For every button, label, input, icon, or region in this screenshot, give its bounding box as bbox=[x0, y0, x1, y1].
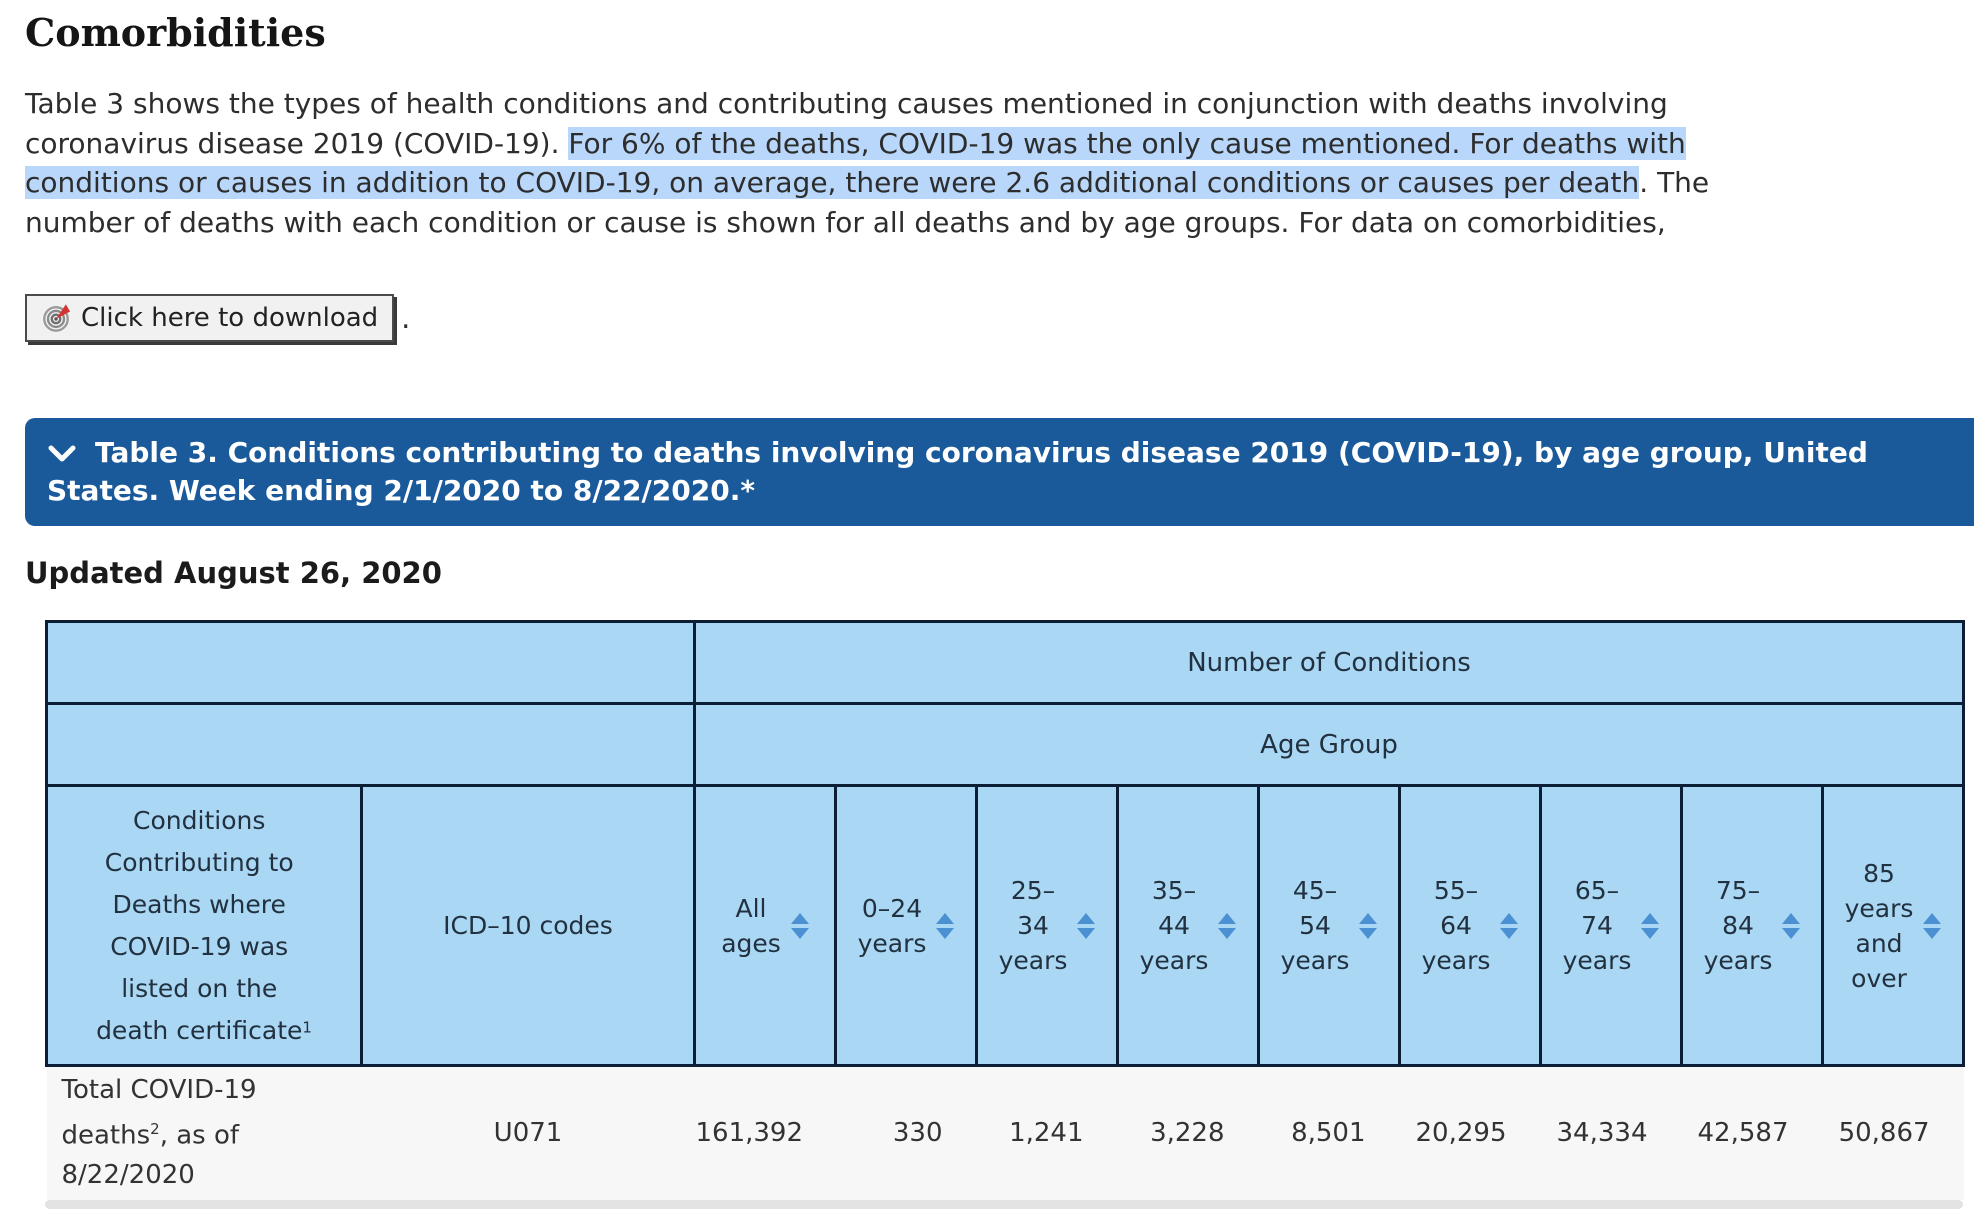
table-group-row-conditions: Number of Conditions bbox=[45, 620, 1966, 705]
table-accordion-title: Table 3. Conditions contributing to deat… bbox=[47, 436, 1868, 507]
sort-arrows-icon[interactable] bbox=[1923, 912, 1942, 939]
value-cell-25-34: 1,241 bbox=[976, 1065, 1118, 1200]
sort-arrows-icon[interactable] bbox=[1218, 912, 1237, 939]
sort-arrows-icon[interactable] bbox=[1641, 912, 1660, 939]
condition-cell: Total COVID-19 deaths2, as of 8/22/2020 bbox=[46, 1065, 362, 1200]
table-group-row-age: Age Group bbox=[45, 702, 1966, 787]
value-cell-65-74: 34,334 bbox=[1540, 1065, 1682, 1200]
value-cell-0-24: 330 bbox=[835, 1065, 977, 1200]
age-column-header-0-24[interactable]: 0–24 years bbox=[834, 784, 978, 1067]
sort-arrows-icon[interactable] bbox=[790, 912, 809, 939]
age-column-header-45-54[interactable]: 45– 54 years bbox=[1257, 784, 1401, 1067]
value-cell-35-44: 3,228 bbox=[1117, 1065, 1259, 1200]
intro-paragraph: Table 3 shows the types of health condit… bbox=[25, 84, 1930, 242]
sentence-period: . bbox=[401, 301, 411, 335]
conditions-column-header: Conditions Contributing to Deaths where … bbox=[45, 784, 363, 1067]
table-accordion-header[interactable]: Table 3. Conditions contributing to deat… bbox=[25, 418, 1974, 526]
footnote-1-marker: 1 bbox=[302, 1018, 312, 1037]
target-download-icon bbox=[43, 304, 71, 332]
sort-arrows-icon[interactable] bbox=[936, 912, 955, 939]
table-row-total-covid-deaths: Total COVID-19 deaths2, as of 8/22/2020 … bbox=[46, 1065, 1964, 1200]
page-title: Comorbidities bbox=[25, 10, 326, 55]
number-of-conditions-header: Number of Conditions bbox=[692, 620, 1966, 705]
sort-arrows-icon[interactable] bbox=[1077, 912, 1096, 939]
icd-code-cell: U071 bbox=[361, 1065, 695, 1200]
updated-date: Updated August 26, 2020 bbox=[25, 556, 442, 590]
footnote-2-marker: 2 bbox=[150, 1120, 160, 1139]
age-column-header-55-64[interactable]: 55– 64 years bbox=[1398, 784, 1542, 1067]
sort-arrows-icon[interactable] bbox=[1782, 912, 1801, 939]
age-column-header-85-over[interactable]: 85 years and over bbox=[1820, 784, 1966, 1067]
age-column-header-75-84[interactable]: 75– 84 years bbox=[1680, 784, 1824, 1067]
age-column-header-25-34[interactable]: 25– 34 years bbox=[975, 784, 1119, 1067]
empty-header-cell bbox=[45, 620, 696, 705]
value-cell-85-over: 50,867 bbox=[1822, 1065, 1964, 1200]
intro-text-after: . The number of deaths with each conditi… bbox=[25, 166, 1710, 239]
value-cell-55-64: 20,295 bbox=[1399, 1065, 1541, 1200]
sort-arrows-icon[interactable] bbox=[1359, 912, 1378, 939]
age-column-header-all-ages[interactable]: All ages bbox=[693, 784, 837, 1067]
value-cell-all-ages: 161,392 bbox=[694, 1065, 836, 1200]
table-horizontal-scrollbar[interactable] bbox=[45, 1200, 1963, 1209]
value-cell-45-54: 8,501 bbox=[1258, 1065, 1400, 1200]
age-column-header-35-44[interactable]: 35– 44 years bbox=[1116, 784, 1260, 1067]
chevron-down-icon[interactable] bbox=[47, 445, 77, 464]
icd10-column-header: ICD–10 codes bbox=[360, 784, 696, 1067]
intro-text-before: Table 3 shows the types of health condit… bbox=[25, 87, 1668, 160]
comorbidities-table: Number of Conditions Age Group Condition… bbox=[45, 620, 1966, 1200]
sort-arrows-icon[interactable] bbox=[1500, 912, 1519, 939]
table-column-header-row: Conditions Contributing to Deaths where … bbox=[45, 784, 1966, 1067]
empty-header-cell bbox=[45, 702, 696, 787]
download-button[interactable]: Click here to download bbox=[25, 294, 395, 342]
age-group-header: Age Group bbox=[692, 702, 1966, 787]
download-button-label: Click here to download bbox=[81, 303, 379, 333]
value-cell-75-84: 42,587 bbox=[1681, 1065, 1823, 1200]
download-row: Click here to download . bbox=[25, 294, 410, 342]
age-column-header-65-74[interactable]: 65– 74 years bbox=[1539, 784, 1683, 1067]
